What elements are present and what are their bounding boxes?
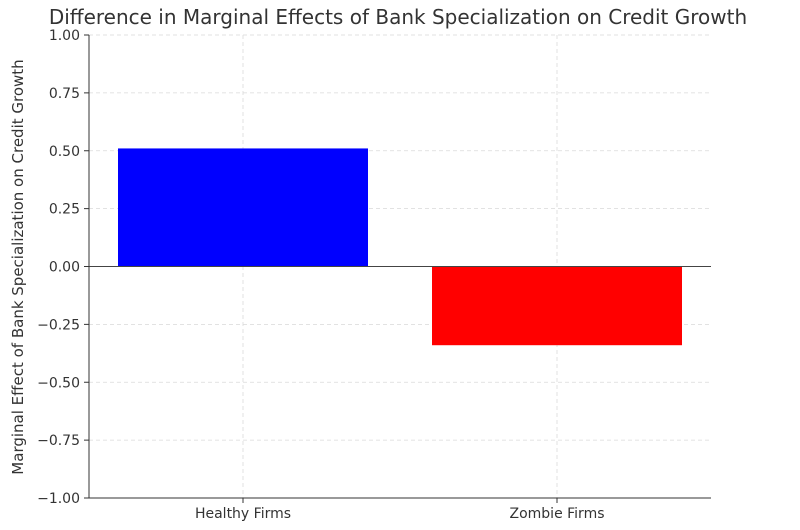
y-tick-label: −1.00 xyxy=(37,491,80,507)
y-axis-label: Marginal Effect of Bank Specialization o… xyxy=(9,59,27,474)
bars xyxy=(118,148,682,346)
y-tick-label: 0.75 xyxy=(49,86,80,102)
y-tick-label: 1.00 xyxy=(49,28,80,44)
bar-zombie-firms xyxy=(432,266,682,346)
chart-title: Difference in Marginal Effects of Bank S… xyxy=(49,5,747,29)
x-tick-label: Zombie Firms xyxy=(510,506,605,522)
bar-healthy-firms xyxy=(118,148,368,267)
y-tick-label: −0.50 xyxy=(37,375,80,391)
y-tick-label: 0.00 xyxy=(49,260,80,276)
y-tick-label: 0.50 xyxy=(49,144,80,160)
y-tick-label: −0.25 xyxy=(37,317,80,333)
y-tick-label: −0.75 xyxy=(37,433,80,449)
axes xyxy=(84,34,711,503)
y-tick-label: 0.25 xyxy=(49,202,80,218)
tick-labels: −1.00 −0.75 −0.50 −0.25 0.00 0.25 0.50 0.75 1.00… xyxy=(37,28,604,522)
x-tick-label: Healthy Firms xyxy=(195,506,291,522)
